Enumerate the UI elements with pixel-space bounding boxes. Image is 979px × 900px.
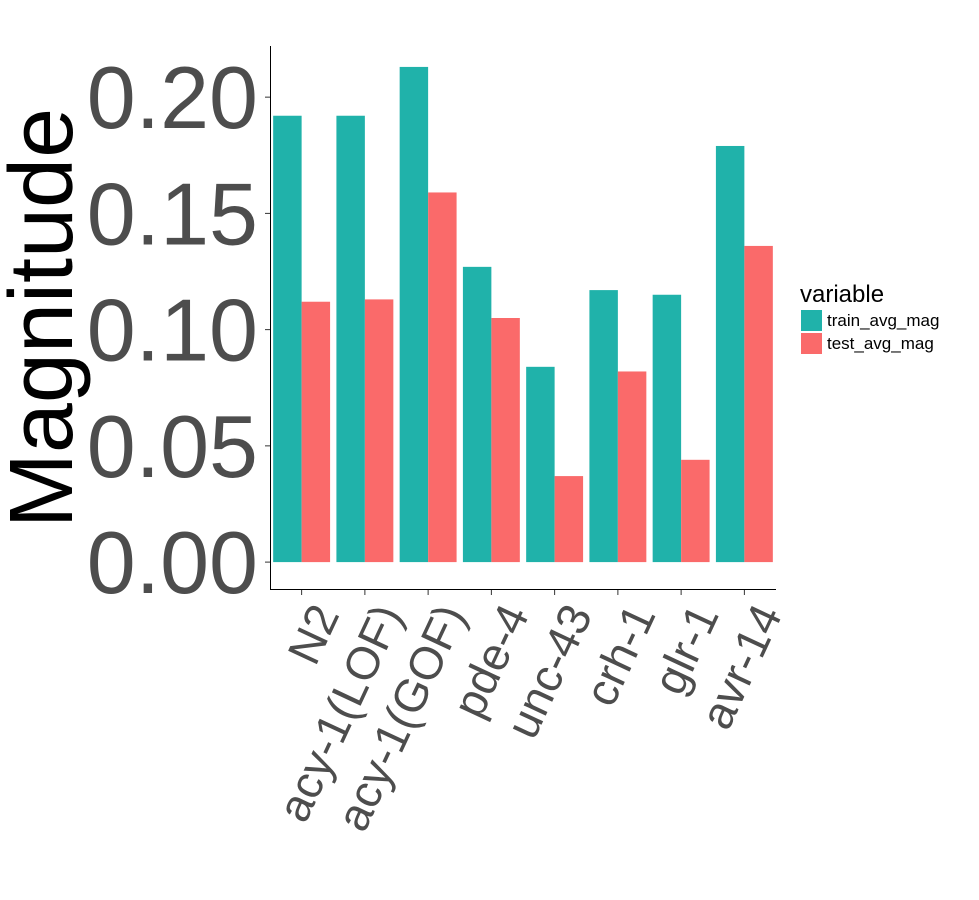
- bar-test_avg_mag-crh-1: [617, 371, 647, 563]
- bar-train_avg_mag-avr-14: [715, 145, 745, 563]
- bar-train_avg_mag-acy-1(GOF): [399, 66, 429, 563]
- legend-label-test_avg_mag: test_avg_mag: [827, 334, 934, 353]
- bar-train_avg_mag-N2: [273, 115, 302, 563]
- x-ticks: N2acy-1(LOF)acy-1(GOF)pde-4unc-43crh-1gl…: [267, 590, 792, 838]
- bars: [273, 66, 773, 563]
- legend-label-train_avg_mag: train_avg_mag: [827, 311, 939, 330]
- y-tick-label: 0.10: [87, 281, 258, 380]
- bar-train_avg_mag-crh-1: [589, 290, 618, 563]
- bar-train_avg_mag-glr-1: [652, 294, 682, 563]
- bar-test_avg_mag-glr-1: [681, 459, 710, 563]
- y-tick-label: 0.20: [87, 48, 258, 147]
- legend: train_avg_mag test_avg_mag: [801, 310, 939, 354]
- y-tick-label: 0.15: [87, 164, 258, 263]
- legend-swatch-test_avg_mag: [801, 333, 822, 354]
- bar-test_avg_mag-pde-4: [491, 318, 520, 563]
- y-axis-title: Magnitude: [0, 108, 92, 528]
- bar-test_avg_mag-unc-43: [554, 476, 584, 563]
- legend-title: variable: [800, 281, 884, 308]
- legend-swatch-train_avg_mag: [801, 310, 822, 331]
- y-tick-label: 0.05: [87, 397, 258, 496]
- bar-test_avg_mag-acy-1(LOF): [364, 299, 394, 563]
- bar-test_avg_mag-acy-1(GOF): [428, 192, 457, 563]
- bar-train_avg_mag-acy-1(LOF): [336, 115, 365, 563]
- y-ticks: 0.00 0.05 0.10 0.15 0.20: [87, 48, 270, 612]
- bar-test_avg_mag-avr-14: [744, 245, 773, 563]
- y-tick-label: 0.00: [87, 513, 258, 612]
- bar-train_avg_mag-pde-4: [462, 266, 492, 563]
- bar-train_avg_mag-unc-43: [526, 366, 555, 563]
- bar-test_avg_mag-N2: [301, 301, 331, 563]
